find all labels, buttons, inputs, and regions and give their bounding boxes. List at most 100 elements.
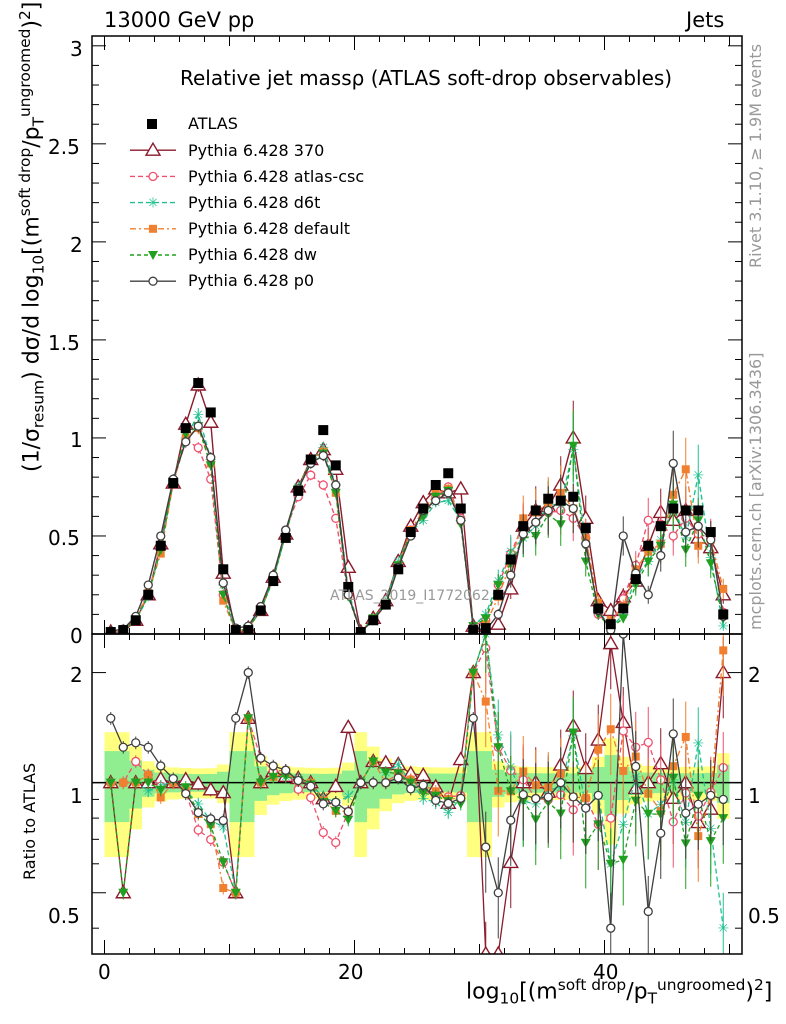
ratio-point-p0 — [306, 781, 316, 791]
data-point-atlas_csc — [643, 515, 653, 525]
y-tick-label: 1.5 — [48, 331, 80, 355]
data-point-ATLAS — [643, 540, 654, 551]
ratio-point-p0 — [718, 794, 728, 805]
data-point-ATLAS — [468, 625, 479, 634]
ratio-point-d6t: ✳ — [342, 789, 354, 805]
x-axis-label: log10[(msoft drop/pTungroomed)2] — [466, 976, 773, 1008]
legend-label: Pythia 6.428 370 — [188, 141, 325, 160]
energy-label: 13000 GeV pp — [104, 8, 255, 32]
ratio-point-p370 — [480, 945, 491, 954]
data-point-ATLAS — [430, 479, 441, 490]
data-point-dw — [480, 614, 491, 624]
ratio-point-default — [156, 793, 165, 802]
rivet-label: Rivet 3.1.10, ≥ 1.9M events — [746, 43, 765, 268]
ratio-point-dw — [493, 743, 504, 753]
ratio-band-inner — [229, 751, 242, 823]
data-point-default — [681, 465, 690, 474]
data-point-atlas_csc — [193, 443, 203, 453]
data-point-ATLAS — [393, 564, 404, 575]
data-point-ATLAS — [505, 554, 516, 565]
ratio-point-p0 — [343, 806, 353, 817]
ratio-point-p0 — [293, 775, 303, 786]
data-point-ATLAS — [568, 491, 579, 502]
data-point-p0 — [281, 525, 291, 535]
data-point-dw — [330, 488, 341, 498]
ratio-point-p0 — [643, 906, 653, 917]
ratio-point-p370 — [190, 775, 207, 790]
legend-label: Pythia 6.428 dw — [188, 245, 317, 264]
data-point-ATLAS — [343, 581, 354, 592]
ratio-point-dw — [280, 772, 291, 782]
data-point-ATLAS — [155, 540, 166, 551]
series-line-p0 — [110, 424, 724, 634]
data-point-ATLAS — [218, 564, 229, 575]
data-point-ATLAS — [118, 625, 129, 634]
y-tick-label: 2 — [70, 233, 83, 257]
data-point-p0 — [456, 515, 466, 525]
ratio-point-p0 — [381, 778, 391, 788]
data-point-d6t: ✳ — [692, 468, 704, 484]
ratio-point-dw — [105, 778, 116, 788]
ratio-tick-label: 2 — [70, 663, 83, 687]
ratio-tick-label-right: 0.5 — [748, 904, 780, 928]
x-tick-label: 40 — [593, 960, 619, 984]
ratio-point-p0 — [518, 790, 528, 800]
ratio-line-default — [110, 650, 724, 894]
ratio-point-dw — [368, 757, 379, 767]
ratio-point-p0 — [256, 753, 266, 763]
data-point-ATLAS — [268, 576, 279, 587]
ratio-point-p0 — [168, 773, 178, 784]
data-point-ATLAS — [443, 468, 454, 479]
data-point-p0 — [493, 609, 503, 620]
ratio-tick-label-right: 1 — [748, 784, 761, 808]
data-point-ATLAS — [480, 623, 491, 634]
y-tick-label: 0 — [70, 624, 83, 648]
data-point-ATLAS — [418, 503, 429, 514]
data-point-d6t: ✳ — [442, 494, 454, 510]
data-point-ATLAS — [493, 589, 504, 600]
ratio-point-p0 — [243, 667, 253, 678]
data-point-p0 — [543, 505, 553, 516]
ratio-band-inner — [479, 751, 492, 823]
legend-label: Pythia 6.428 default — [188, 219, 351, 238]
ratio-point-p0 — [356, 778, 366, 788]
data-point-ATLAS — [405, 527, 416, 538]
data-point-p0 — [181, 437, 191, 447]
data-point-dw — [643, 557, 654, 567]
data-point-ATLAS — [718, 609, 729, 620]
ratio-point-p0 — [231, 713, 241, 723]
data-point-ATLAS — [380, 599, 391, 610]
data-point-p0 — [143, 580, 153, 590]
data-point-ATLAS — [230, 625, 241, 634]
ratio-panel: ✳✳✳✳✳✳✳✳✳✳✳✳✳✳✳✳✳✳✳✳✳✳✳✳✳✳✳✳✳✳✳✳✳✳✳✳✳✳✳✳… — [92, 634, 742, 954]
data-point-default — [594, 598, 603, 607]
ratio-point-p0 — [593, 790, 603, 801]
data-point-default — [219, 596, 228, 605]
ratio-point-p0 — [331, 797, 341, 807]
data-point-p0 — [431, 496, 441, 506]
ratio-point-atlas_csc — [193, 825, 203, 835]
ratio-point-d6t: ✳ — [392, 757, 404, 773]
ratio-point-dw — [155, 785, 166, 795]
ratio-point-default — [119, 778, 128, 787]
data-point-ATLAS — [355, 627, 366, 634]
y-axis-label: (1/σresum) dσ/d log10[(msoft drop/pTungr… — [16, 1, 48, 472]
ratio-point-dw — [468, 668, 479, 678]
ratio-point-p0 — [418, 780, 428, 790]
ratio-point-p0 — [318, 799, 328, 809]
series-line-atlas_csc — [110, 438, 724, 634]
ratio-point-p370 — [602, 635, 619, 650]
ratio-point-p370 — [493, 945, 504, 954]
ratio-point-p0 — [143, 742, 153, 752]
ratio-point-default — [719, 646, 728, 655]
data-point-dw — [568, 441, 579, 451]
y-tick-label: 0.5 — [48, 526, 80, 550]
data-point-p0 — [218, 578, 228, 588]
ratio-point-dw — [482, 634, 489, 639]
data-point-p0 — [193, 421, 203, 431]
data-point-ATLAS — [655, 521, 666, 532]
watermark: ATLAS_2019_I1772062 — [330, 588, 490, 604]
ratio-point-p0 — [118, 742, 128, 752]
ratio-point-dw — [343, 815, 354, 825]
